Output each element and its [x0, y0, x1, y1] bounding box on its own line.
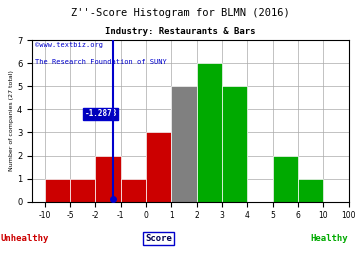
Bar	[298, 179, 323, 202]
Bar	[273, 156, 298, 202]
Bar	[146, 133, 171, 202]
Y-axis label: Number of companies (27 total): Number of companies (27 total)	[9, 70, 14, 171]
Text: Industry: Restaurants & Bars: Industry: Restaurants & Bars	[105, 27, 255, 36]
Text: Unhealthy: Unhealthy	[0, 234, 49, 243]
Bar	[95, 156, 121, 202]
Text: Z''-Score Histogram for BLMN (2016): Z''-Score Histogram for BLMN (2016)	[71, 8, 289, 18]
Text: Healthy: Healthy	[311, 234, 348, 243]
Bar	[222, 86, 247, 202]
Bar	[197, 63, 222, 202]
Bar	[171, 86, 197, 202]
Bar	[121, 179, 146, 202]
Text: ©www.textbiz.org: ©www.textbiz.org	[35, 42, 103, 48]
Text: -1.2873: -1.2873	[85, 109, 117, 119]
Bar	[70, 179, 95, 202]
Bar	[45, 179, 70, 202]
Text: The Research Foundation of SUNY: The Research Foundation of SUNY	[35, 59, 167, 65]
Text: Score: Score	[145, 234, 172, 243]
